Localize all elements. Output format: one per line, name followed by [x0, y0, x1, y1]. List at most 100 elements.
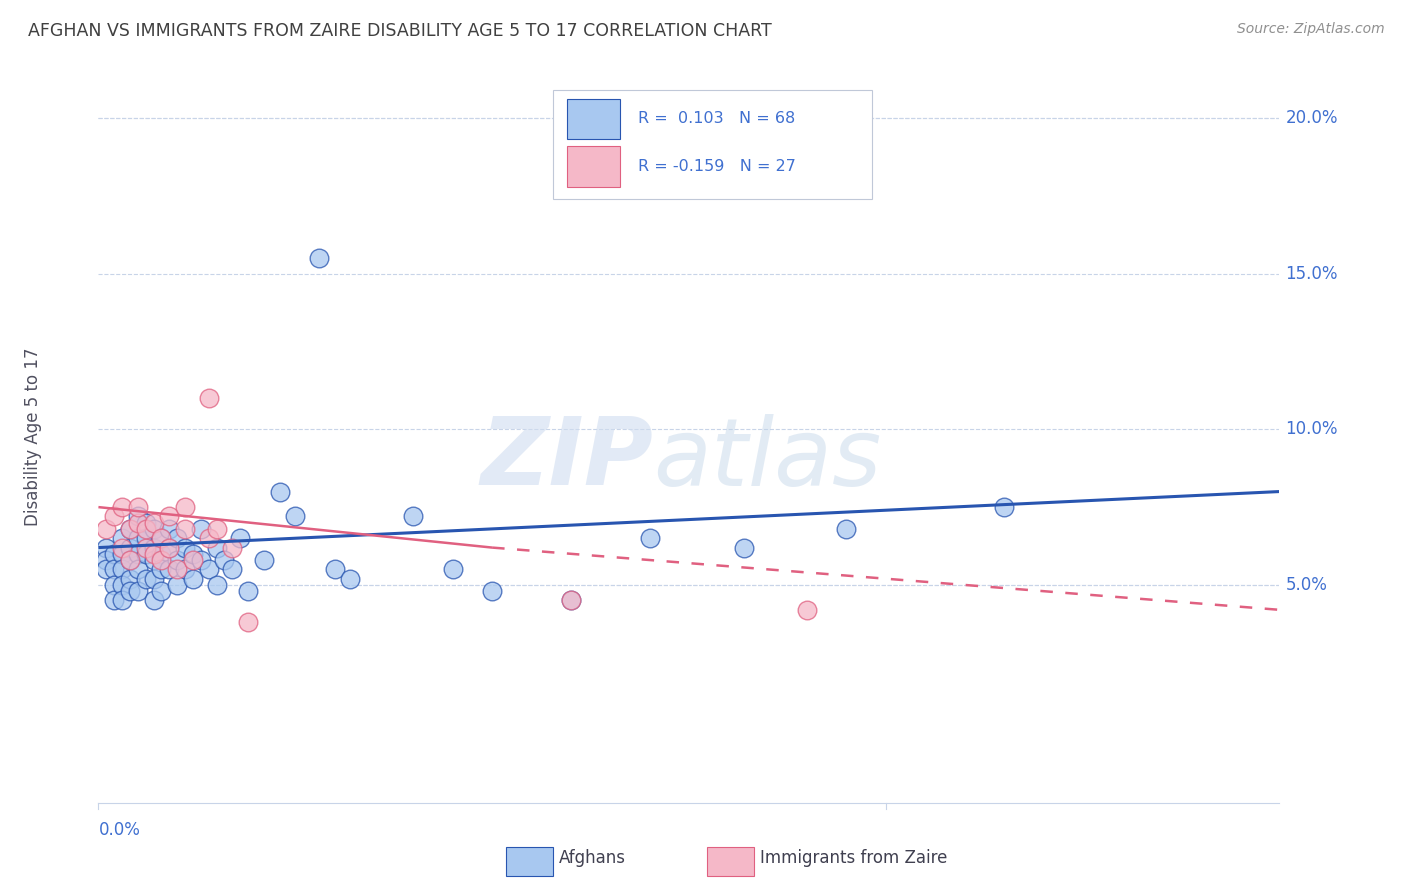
Point [127, 531, 149, 545]
Text: 20.0%: 20.0% [1285, 109, 1339, 127]
Point [181, 547, 204, 561]
Point [150, 531, 173, 545]
Point [229, 531, 252, 545]
FancyBboxPatch shape [553, 90, 872, 200]
Point [150, 562, 173, 576]
Point [118, 553, 141, 567]
Point [127, 509, 149, 524]
Text: AFGHAN VS IMMIGRANTS FROM ZAIRE DISABILITY AGE 5 TO 17 CORRELATION CHART: AFGHAN VS IMMIGRANTS FROM ZAIRE DISABILI… [28, 22, 772, 40]
Point [166, 578, 188, 592]
Point [142, 541, 165, 555]
Point [236, 584, 259, 599]
FancyBboxPatch shape [707, 847, 754, 876]
Point [157, 562, 180, 576]
Point [157, 509, 180, 524]
Point [150, 584, 173, 599]
Text: ZIP: ZIP [481, 413, 654, 505]
Point [157, 541, 180, 555]
FancyBboxPatch shape [567, 99, 620, 139]
Point [323, 562, 346, 576]
Point [127, 584, 149, 599]
Point [111, 500, 134, 515]
Point [150, 547, 173, 561]
Point [118, 541, 141, 555]
Point [118, 572, 141, 586]
Point [96, 522, 118, 536]
Point [560, 593, 582, 607]
Point [103, 509, 125, 524]
Point [127, 516, 149, 530]
Point [103, 578, 125, 592]
Point [205, 541, 228, 555]
Point [118, 584, 141, 599]
Point [174, 522, 197, 536]
Point [835, 522, 858, 536]
Text: 10.0%: 10.0% [1285, 420, 1339, 438]
Point [190, 522, 212, 536]
Text: Disability Age 5 to 17: Disability Age 5 to 17 [24, 348, 42, 526]
Point [174, 500, 197, 515]
Point [560, 593, 582, 607]
Point [150, 553, 173, 567]
Point [96, 562, 118, 576]
FancyBboxPatch shape [567, 146, 620, 186]
Point [197, 531, 219, 545]
Point [142, 572, 165, 586]
Point [135, 572, 157, 586]
Point [253, 553, 276, 567]
Point [135, 541, 157, 555]
Point [308, 251, 330, 265]
Point [157, 522, 180, 536]
Point [205, 578, 228, 592]
Point [796, 603, 818, 617]
Point [638, 531, 661, 545]
Point [135, 516, 157, 530]
Point [103, 547, 125, 561]
Point [111, 547, 134, 561]
Point [96, 541, 118, 555]
Text: R = -0.159   N = 27: R = -0.159 N = 27 [638, 159, 796, 174]
Point [221, 562, 243, 576]
Point [118, 522, 141, 536]
Point [127, 500, 149, 515]
Point [197, 391, 219, 405]
Point [269, 484, 291, 499]
Point [236, 615, 259, 630]
Point [214, 553, 236, 567]
Point [157, 541, 180, 555]
Point [284, 509, 307, 524]
Text: Source: ZipAtlas.com: Source: ZipAtlas.com [1237, 22, 1385, 37]
Point [127, 547, 149, 561]
Point [993, 500, 1015, 515]
Point [111, 593, 134, 607]
Text: 15.0%: 15.0% [1285, 265, 1339, 283]
Point [339, 572, 361, 586]
Point [402, 509, 425, 524]
Point [135, 547, 157, 561]
Point [733, 541, 755, 555]
Point [118, 553, 141, 567]
Point [111, 562, 134, 576]
Text: 5.0%: 5.0% [1285, 576, 1327, 594]
Point [142, 553, 165, 567]
FancyBboxPatch shape [506, 847, 553, 876]
Point [135, 531, 157, 545]
Point [205, 522, 228, 536]
Point [111, 578, 134, 592]
Point [174, 562, 197, 576]
Text: atlas: atlas [654, 414, 882, 505]
Point [142, 547, 165, 561]
Point [481, 584, 503, 599]
Point [166, 531, 188, 545]
Point [174, 541, 197, 555]
Point [127, 562, 149, 576]
Text: R =  0.103   N = 68: R = 0.103 N = 68 [638, 112, 796, 127]
Point [166, 553, 188, 567]
Point [142, 593, 165, 607]
Text: 0.0%: 0.0% [98, 821, 141, 839]
Point [197, 562, 219, 576]
Point [181, 572, 204, 586]
Text: Immigrants from Zaire: Immigrants from Zaire [759, 848, 948, 867]
Point [221, 541, 243, 555]
Point [441, 562, 464, 576]
